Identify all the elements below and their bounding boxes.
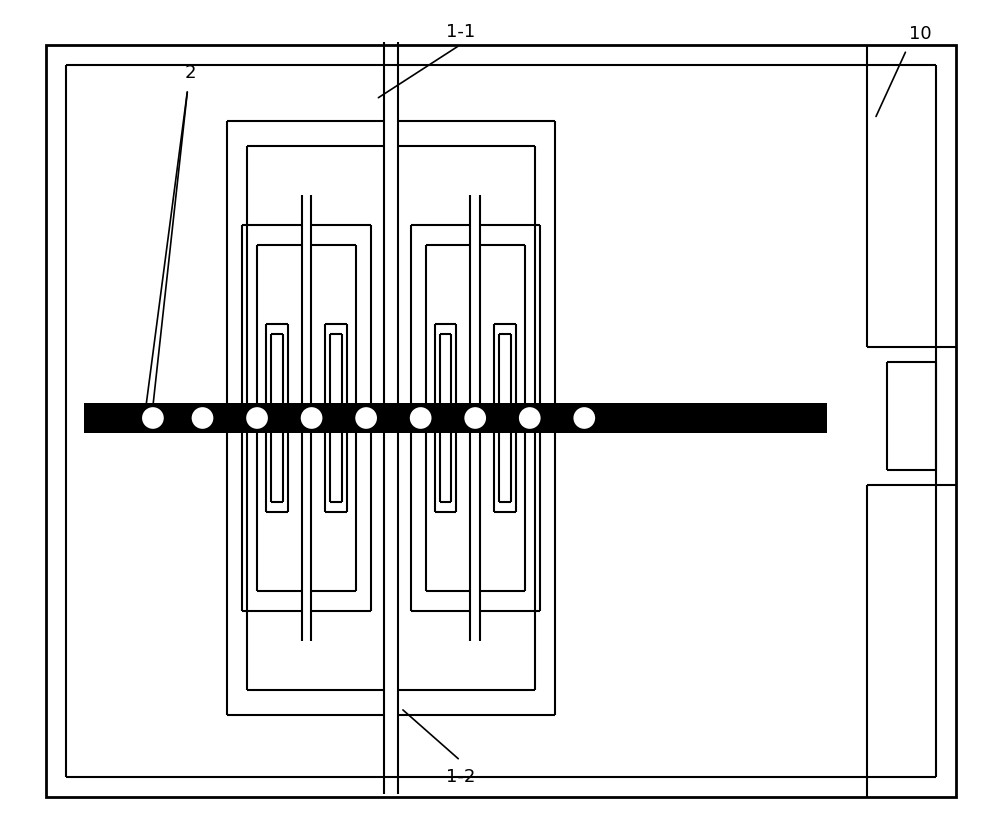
Circle shape — [191, 406, 214, 431]
Circle shape — [463, 406, 487, 431]
Circle shape — [409, 406, 433, 431]
Circle shape — [300, 406, 323, 431]
Text: 2: 2 — [185, 64, 196, 82]
Circle shape — [572, 406, 596, 431]
Circle shape — [141, 406, 165, 431]
Bar — [84, 404, 827, 433]
Text: 1-2: 1-2 — [446, 767, 475, 786]
Circle shape — [354, 406, 378, 431]
Circle shape — [245, 406, 269, 431]
Text: 10: 10 — [909, 25, 931, 43]
Circle shape — [518, 406, 542, 431]
Text: 1-1: 1-1 — [446, 23, 475, 41]
